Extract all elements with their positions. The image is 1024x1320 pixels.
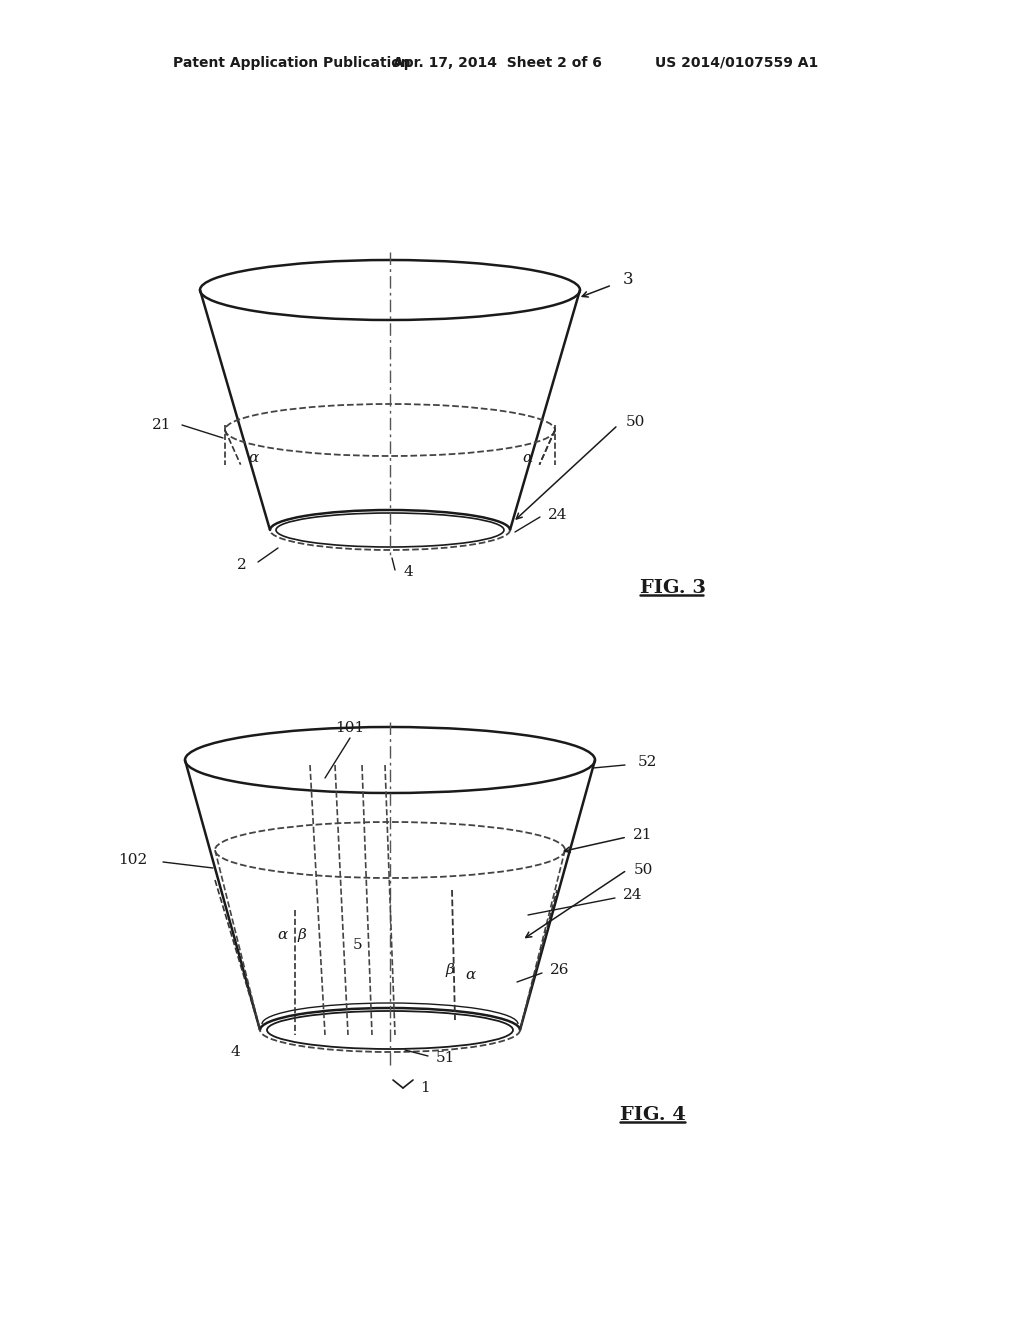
Text: β: β	[298, 928, 306, 942]
Text: 1: 1	[420, 1081, 430, 1096]
Text: 101: 101	[336, 721, 365, 735]
Text: 3: 3	[623, 272, 633, 289]
Text: 5: 5	[353, 939, 362, 952]
Text: 50: 50	[626, 414, 645, 429]
Text: 24: 24	[624, 888, 643, 902]
Text: β: β	[445, 964, 455, 977]
Text: 102: 102	[119, 853, 147, 867]
Text: FIG. 4: FIG. 4	[620, 1106, 686, 1125]
Text: 50: 50	[633, 863, 652, 876]
Text: Apr. 17, 2014  Sheet 2 of 6: Apr. 17, 2014 Sheet 2 of 6	[393, 55, 602, 70]
Text: Patent Application Publication: Patent Application Publication	[173, 55, 411, 70]
Text: FIG. 3: FIG. 3	[640, 579, 706, 597]
Text: 21: 21	[633, 828, 652, 842]
Text: α: α	[248, 451, 258, 465]
Text: α: α	[276, 928, 287, 942]
Text: 2: 2	[238, 558, 247, 572]
Text: α: α	[465, 968, 475, 982]
Text: α: α	[522, 451, 532, 465]
Text: 4: 4	[230, 1045, 240, 1059]
Text: 4: 4	[403, 565, 413, 579]
Text: 52: 52	[637, 755, 656, 770]
Text: 51: 51	[435, 1051, 455, 1065]
Text: 26: 26	[550, 964, 569, 977]
Text: 24: 24	[548, 508, 567, 521]
Text: 21: 21	[153, 418, 172, 432]
Text: US 2014/0107559 A1: US 2014/0107559 A1	[655, 55, 818, 70]
